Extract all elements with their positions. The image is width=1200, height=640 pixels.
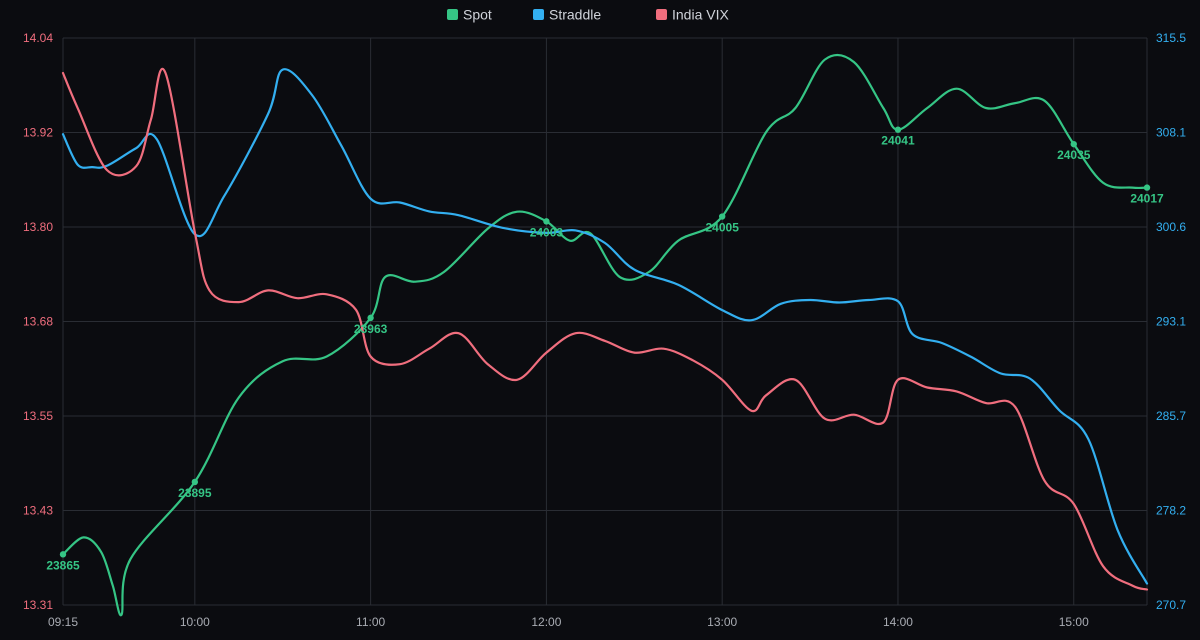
spot-point-marker: [1070, 140, 1077, 148]
y-left-tick-label: 13.43: [23, 504, 53, 518]
legend-swatch-spot: [447, 9, 458, 20]
spot-value-label: 23963: [354, 322, 388, 336]
x-tick-label: 11:00: [356, 615, 385, 629]
y-left-tick-label: 13.68: [23, 315, 53, 329]
spot-point-marker: [894, 126, 902, 133]
y-left-tick-label: 13.55: [23, 409, 53, 423]
grid: [62, 37, 1148, 606]
x-tick-label: 13:00: [707, 615, 737, 629]
spot-value-label: 24041: [881, 134, 915, 148]
x-tick-label: 12:00: [531, 615, 561, 629]
series-line-straddle: [61, 68, 1149, 585]
y-left-tick-label: 13.80: [23, 220, 53, 234]
spot-value-label: 24005: [706, 221, 740, 235]
y-right-tick-label: 308.1: [1156, 126, 1186, 140]
legend-label-vix: India VIX: [672, 7, 729, 23]
axes: 14.04 315.5 13.92 308.1 13.80 300.6 13.68 293.1…: [23, 31, 1186, 629]
spot-value-label: 24035: [1057, 148, 1091, 162]
point-markers: 23865 23895 23963 24003 24005 24041 24035 24017: [46, 126, 1164, 572]
y-right-tick-label: 270.7: [1156, 598, 1186, 612]
spot-value-label: 24003: [530, 225, 564, 239]
x-tick-label: 15:00: [1059, 615, 1089, 629]
y-right-tick-label: 293.1: [1156, 315, 1186, 329]
y-right-tick-label: 300.6: [1156, 220, 1186, 234]
series-lines: [61, 53, 1149, 617]
x-tick-label: 14:00: [883, 615, 913, 629]
series-line-spot: [61, 53, 1149, 617]
spot-point-marker: [1143, 184, 1151, 191]
y-left-tick-label: 13.31: [23, 598, 53, 612]
y-left-tick-label: 13.92: [23, 126, 53, 140]
y-left-tick-label: 14.04: [23, 31, 53, 45]
x-tick-label: 10:00: [180, 615, 210, 629]
spot-point-marker: [543, 218, 550, 225]
x-tick-label: 09:15: [48, 615, 78, 629]
spot-value-label: 23865: [46, 558, 80, 572]
spot-point-marker: [367, 314, 374, 322]
series-line-vix: [61, 68, 1149, 591]
y-right-tick-label: 278.2: [1156, 504, 1186, 518]
spot-value-label: 23895: [178, 486, 212, 500]
legend-label-spot: Spot: [463, 7, 492, 23]
legend-swatch-vix: [656, 9, 667, 20]
spot-point-marker: [59, 551, 67, 558]
spot-point-marker: [191, 478, 199, 486]
legend: Spot Straddle India VIX: [447, 7, 729, 23]
y-right-tick-label: 315.5: [1156, 31, 1186, 45]
y-right-tick-label: 285.7: [1156, 409, 1186, 423]
spot-value-label: 24017: [1130, 192, 1164, 206]
legend-swatch-straddle: [533, 9, 544, 20]
spot-point-marker: [718, 213, 726, 220]
legend-label-straddle: Straddle: [549, 7, 601, 23]
